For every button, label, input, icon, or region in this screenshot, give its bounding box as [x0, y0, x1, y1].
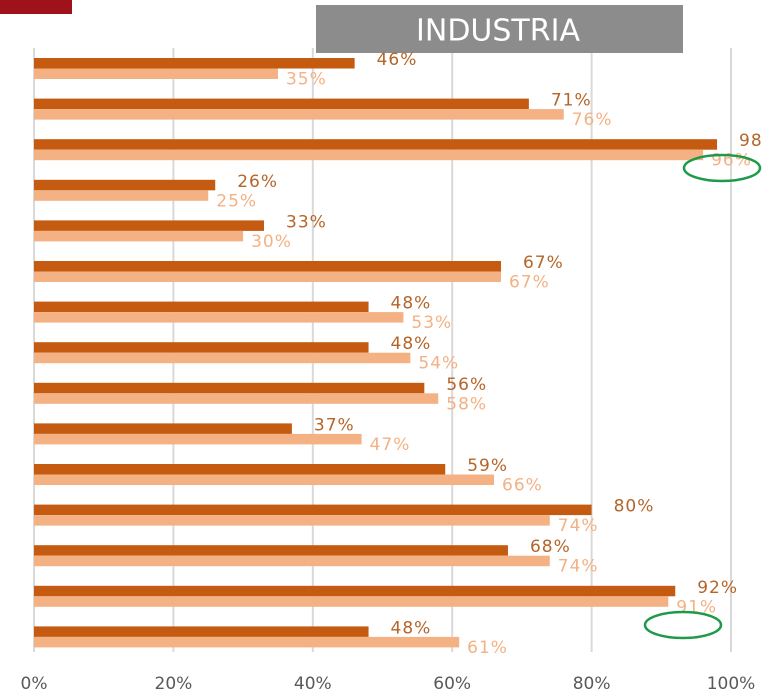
bar — [34, 474, 495, 485]
value-label: 30% — [251, 232, 292, 252]
value-label: 68% — [530, 537, 571, 557]
bar — [34, 423, 292, 434]
value-label: 48% — [391, 294, 432, 314]
x-tick-label: 20% — [155, 674, 193, 692]
value-label: 54% — [418, 354, 459, 374]
value-label: 25% — [216, 191, 257, 211]
value-label: 53% — [411, 313, 452, 333]
value-label: 98 — [739, 131, 763, 151]
bar — [34, 301, 369, 313]
bar — [34, 68, 278, 79]
value-label: 37% — [314, 415, 355, 435]
value-label: 47% — [370, 435, 411, 455]
bar — [34, 464, 446, 475]
bar — [34, 271, 501, 282]
header-mark — [0, 0, 72, 14]
value-label: 74% — [558, 516, 599, 536]
value-label: 26% — [237, 172, 278, 192]
bar — [34, 109, 564, 120]
bar — [34, 393, 439, 404]
value-label: 92% — [697, 578, 738, 598]
value-label: 80% — [614, 497, 655, 517]
bar — [34, 596, 669, 607]
bar — [34, 342, 369, 353]
bar — [34, 545, 508, 556]
bar — [34, 352, 411, 364]
value-label: 67% — [509, 273, 550, 293]
x-tick-label: 60% — [433, 674, 471, 692]
bar — [34, 98, 529, 110]
value-label: 66% — [502, 476, 543, 496]
value-label: 56% — [446, 375, 487, 395]
bar — [34, 504, 592, 516]
bar — [34, 139, 718, 150]
highlight-circle — [643, 610, 723, 640]
annotation: INDUSTRIA — [416, 14, 580, 49]
bar — [34, 190, 209, 201]
value-label: 61% — [467, 638, 508, 658]
bar — [34, 261, 501, 272]
bar — [34, 149, 704, 161]
value-label: 74% — [558, 557, 599, 577]
value-label: 96% — [711, 151, 752, 171]
bar — [34, 585, 676, 597]
x-tick-label: 0% — [21, 674, 48, 692]
bar — [34, 636, 460, 648]
bar — [34, 179, 216, 191]
value-label: 91% — [676, 597, 717, 617]
x-tick-label: 80% — [573, 674, 611, 692]
bar — [34, 433, 362, 445]
value-label: 35% — [286, 70, 327, 90]
bar — [34, 58, 355, 69]
value-label: 48% — [391, 618, 432, 638]
bar — [34, 382, 425, 394]
annotation-box — [316, 5, 683, 53]
value-label: 59% — [467, 456, 508, 476]
highlight-circle — [682, 153, 762, 183]
value-label: 58% — [446, 394, 487, 414]
value-label: 67% — [523, 253, 564, 273]
x-tick-label: 40% — [294, 674, 332, 692]
x-tick-label: 100% — [707, 674, 756, 692]
bar — [34, 555, 550, 567]
value-label: 33% — [286, 212, 327, 232]
bar — [34, 220, 265, 231]
value-label: 76% — [572, 110, 613, 130]
bar — [34, 626, 369, 637]
value-label: 71% — [551, 91, 592, 111]
bar — [34, 312, 404, 323]
bar — [34, 515, 550, 526]
bar — [34, 230, 244, 242]
value-label: 48% — [391, 334, 432, 354]
value-label: 46% — [377, 50, 418, 70]
